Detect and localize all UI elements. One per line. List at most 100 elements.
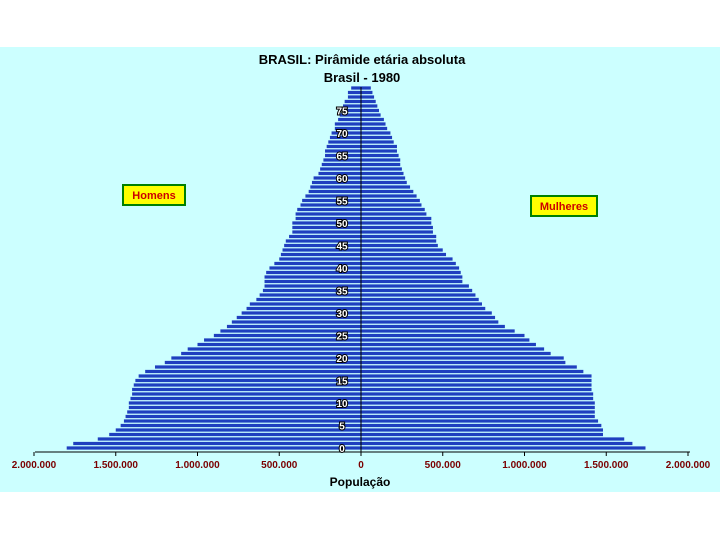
bar-homens-age-33: [256, 297, 361, 302]
x-tick-label: 500.000: [425, 460, 462, 471]
bar-mulheres-age-71: [361, 126, 388, 131]
bar-mulheres-age-24: [361, 338, 530, 342]
bar-mulheres-age-1: [361, 441, 633, 446]
bar-mulheres-age-62: [361, 167, 402, 171]
bar-mulheres-age-65: [361, 153, 399, 158]
x-tick-label: 1.000.000: [175, 460, 220, 471]
chart-title: BRASIL: Pirâmide etária absoluta: [259, 52, 466, 67]
bar-mulheres-age-21: [361, 351, 551, 356]
x-axis-label: População: [330, 475, 391, 489]
age-label: 5: [339, 422, 345, 433]
bar-mulheres-age-38: [361, 275, 463, 279]
bar-mulheres-age-49: [361, 225, 433, 230]
bar-mulheres-age-22: [361, 347, 545, 351]
bar-mulheres-age-32: [361, 302, 482, 306]
legend-left-label: Homens: [132, 190, 175, 202]
bar-homens-age-45: [284, 243, 361, 248]
age-label: 0: [339, 444, 345, 455]
bar-homens-age-42: [279, 257, 361, 261]
bar-homens-age-75: [343, 108, 361, 113]
bar-homens-age-37: [264, 279, 361, 284]
bar-homens-age-46: [285, 239, 361, 243]
bar-mulheres-age-19: [361, 360, 566, 365]
bar-mulheres-age-46: [361, 239, 437, 243]
bar-homens-age-7: [125, 414, 361, 419]
bar-homens-age-31: [246, 306, 361, 311]
age-label: 20: [336, 354, 348, 365]
bar-mulheres-age-74: [361, 113, 381, 117]
bar-mulheres-age-4: [361, 428, 603, 432]
bar-mulheres-age-7: [361, 414, 595, 419]
bar-homens-age-49: [292, 225, 361, 230]
population-pyramid-chart: BRASIL: Pirâmide etária absoluta Brasil …: [12, 52, 711, 489]
bar-mulheres-age-27: [361, 324, 505, 329]
bar-homens-age-32: [249, 302, 361, 306]
bar-homens-age-69: [329, 135, 361, 140]
bar-homens-age-57: [308, 189, 361, 194]
bar-mulheres-age-80: [361, 86, 371, 90]
bar-mulheres-age-13: [361, 387, 592, 392]
bar-homens-age-34: [259, 293, 361, 297]
bar-homens-age-38: [264, 275, 361, 279]
bar-homens-age-18: [154, 365, 361, 369]
bar-homens-age-72: [334, 122, 361, 126]
bar-homens-age-36: [264, 284, 361, 288]
bar-mulheres-age-69: [361, 135, 393, 140]
bar-mulheres-age-2: [361, 437, 625, 441]
bar-homens-age-19: [164, 360, 361, 365]
bar-homens-age-53: [297, 207, 361, 212]
legend-left: Homens: [122, 184, 186, 206]
bar-mulheres-age-31: [361, 306, 486, 311]
age-label: 70: [336, 129, 348, 140]
bar-homens-age-47: [289, 234, 361, 239]
bar-mulheres-age-75: [361, 108, 379, 113]
bar-homens-age-59: [311, 180, 361, 185]
bar-mulheres-age-76: [361, 104, 378, 108]
bar-homens-age-26: [220, 329, 361, 333]
bar-homens-age-21: [181, 351, 361, 356]
x-tick-label: 2.000.000: [12, 460, 57, 471]
bar-mulheres-age-72: [361, 122, 386, 126]
bar-mulheres-age-9: [361, 405, 595, 410]
bar-homens-age-64: [323, 158, 361, 162]
bar-mulheres-age-15: [361, 378, 592, 383]
bar-homens-age-67: [326, 144, 361, 149]
bar-mulheres-age-44: [361, 248, 443, 252]
bar-mulheres-age-34: [361, 293, 476, 297]
bar-homens-age-77: [344, 99, 361, 104]
bar-homens-age-2: [97, 437, 361, 441]
bar-mulheres-age-25: [361, 333, 525, 338]
bar-mulheres-age-28: [361, 320, 499, 324]
bar-homens-age-50: [292, 221, 361, 225]
bar-mulheres-age-30: [361, 311, 492, 315]
bar-mulheres-age-3: [361, 432, 603, 437]
bar-homens-age-23: [197, 342, 361, 347]
bar-mulheres-age-12: [361, 392, 594, 396]
x-tick-label: 500.000: [261, 460, 298, 471]
bar-mulheres-age-79: [361, 90, 373, 95]
age-label: 40: [336, 264, 348, 275]
age-label: 50: [336, 219, 348, 230]
bar-homens-age-55: [302, 198, 361, 203]
bar-mulheres-age-52: [361, 212, 427, 216]
bar-homens-age-51: [295, 216, 361, 221]
bar-mulheres-age-64: [361, 158, 401, 162]
bar-mulheres-age-14: [361, 383, 592, 387]
bar-homens-age-35: [262, 288, 361, 293]
bar-homens-age-22: [187, 347, 361, 351]
bar-homens-age-0: [66, 446, 361, 450]
bar-mulheres-age-36: [361, 284, 469, 288]
bar-mulheres-age-40: [361, 266, 460, 270]
legend-right-box: [530, 195, 598, 217]
bar-mulheres-age-0: [361, 446, 646, 450]
bar-homens-age-79: [347, 90, 361, 95]
bar-homens-age-40: [269, 266, 361, 270]
bar-mulheres-age-29: [361, 315, 496, 320]
bar-mulheres-age-39: [361, 270, 461, 275]
bar-homens-age-20: [171, 356, 361, 360]
bar-mulheres-age-47: [361, 234, 437, 239]
bar-mulheres-age-78: [361, 95, 375, 99]
bar-homens-age-76: [343, 104, 361, 108]
bar-homens-age-15: [135, 378, 361, 383]
age-label: 10: [336, 399, 348, 410]
